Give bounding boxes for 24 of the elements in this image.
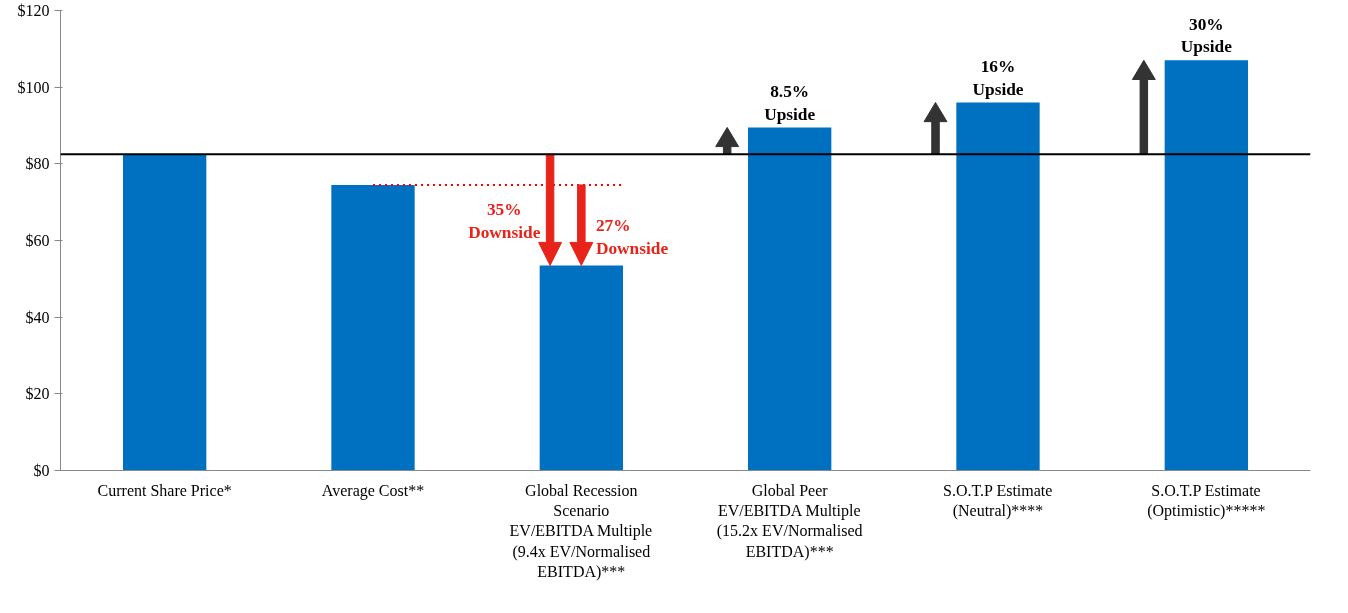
x-tick-label: Global Recession Scenario EV/EBITDA Multiple (9.4x EV/Normalised EBITDA)***	[509, 481, 653, 582]
x-tick-label: S.O.T.P Estimate (Optimistic)*****	[1147, 481, 1266, 520]
bar	[956, 102, 1040, 471]
annotation: 16% Upside	[972, 56, 1024, 99]
y-tick-label: $60	[25, 232, 50, 249]
annotation: 27% Downside	[595, 215, 669, 258]
x-tick-label: Current Share Price*	[97, 481, 232, 499]
annotation: 8.5% Upside	[764, 81, 816, 124]
y-tick-label: $120	[17, 2, 50, 19]
bar	[748, 127, 832, 471]
x-tick-label: S.O.T.P Estimate (Neutral)****	[943, 481, 1053, 520]
y-tick-label: $0	[33, 462, 50, 479]
bar	[331, 184, 415, 471]
bar	[539, 265, 623, 471]
bar	[123, 154, 207, 471]
x-tick-label: Average Cost**	[321, 481, 425, 500]
bar	[1164, 60, 1248, 471]
x-tick-label: Global Peer EV/EBITDA Multiple (15.2x EV/Normalised EBITDA)***	[716, 481, 863, 561]
annotation: 30% Upside	[1180, 14, 1233, 57]
y-tick-label: $100	[17, 78, 50, 96]
y-tick-label: $80	[25, 155, 50, 173]
y-tick-label: $40	[25, 308, 50, 326]
annotation: 35% Downside	[468, 200, 541, 243]
y-tick-label: $20	[25, 385, 50, 403]
